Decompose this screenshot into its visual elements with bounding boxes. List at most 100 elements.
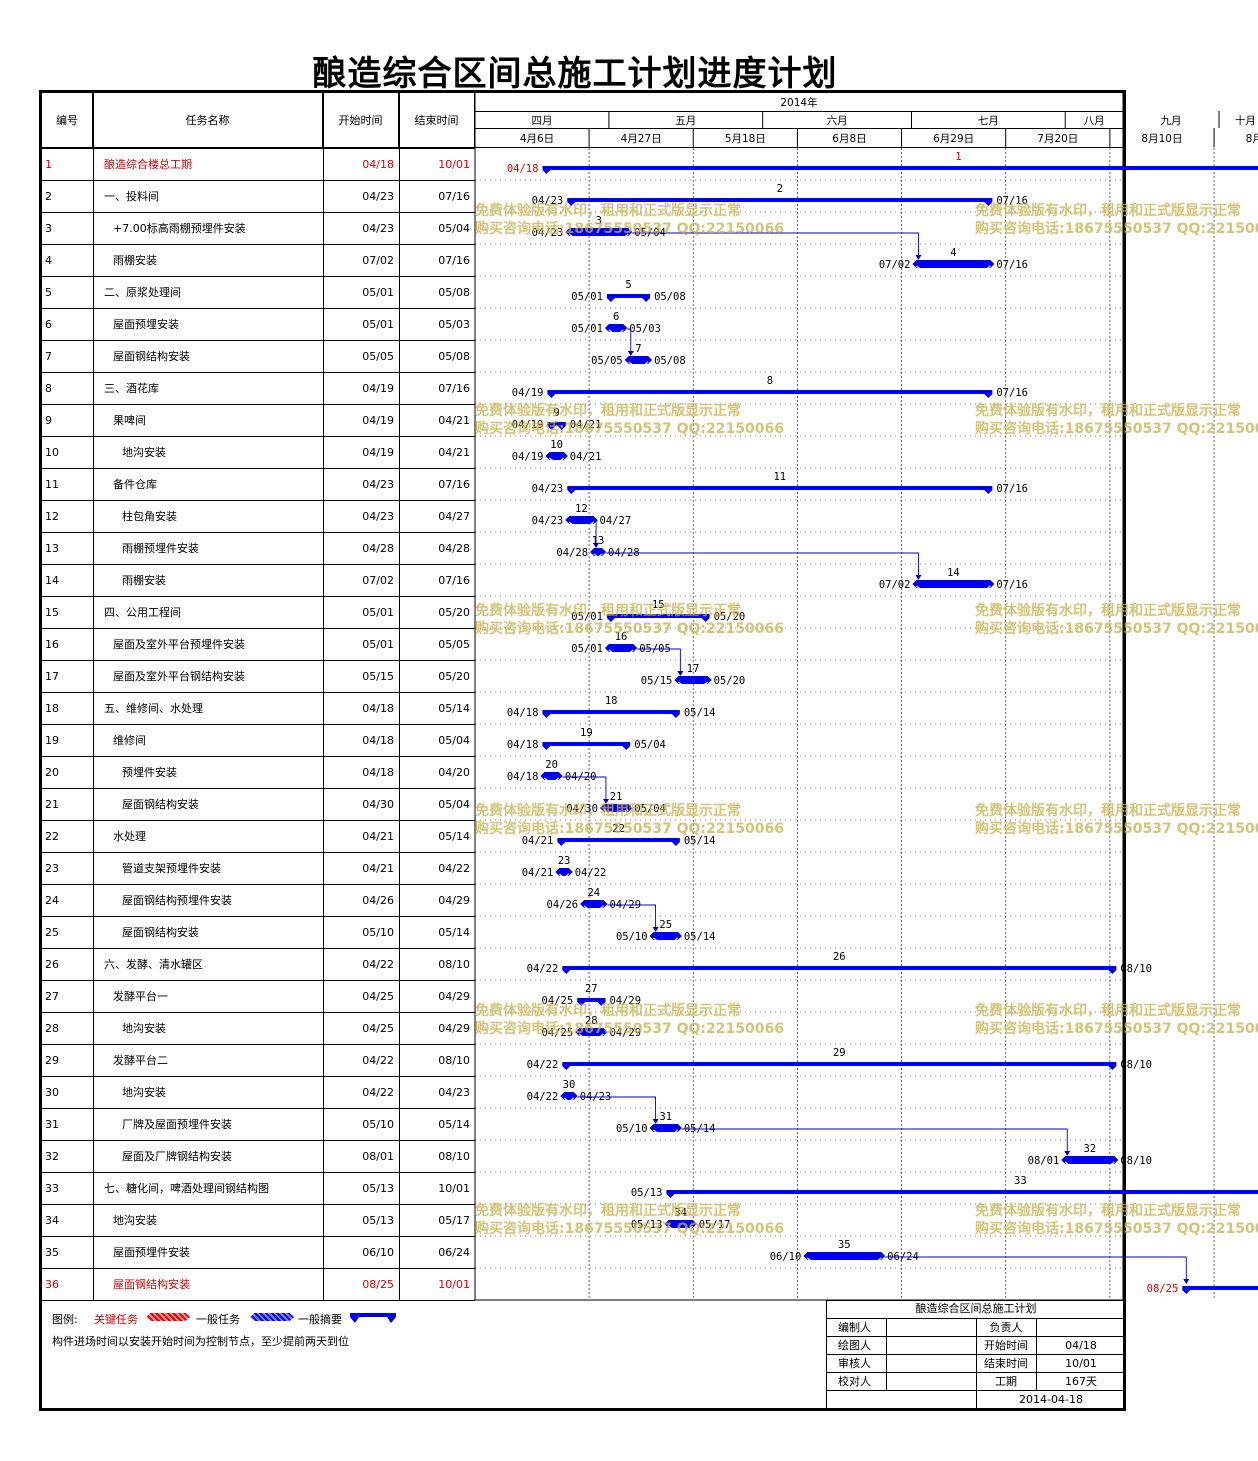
week-label: 7月20日: [1037, 133, 1078, 145]
month-label: 五月: [675, 115, 696, 127]
bar-id-label: 29: [833, 1047, 846, 1059]
task-id: 25: [45, 926, 59, 939]
bar-start-label: 04/23: [532, 515, 564, 527]
table-row: 25 屋面钢结构安装 05/10 05/14: [42, 916, 475, 948]
task-id: 3: [45, 222, 52, 235]
table-row: 1 酿造综合楼总工期 04/18 10/01: [42, 148, 475, 180]
bar-start-label: 05/10: [616, 1123, 648, 1135]
summary-bar: [606, 614, 710, 622]
task-start: 04/18: [362, 702, 394, 715]
task-name: 厂牌及屋面预埋件安装: [122, 1118, 232, 1131]
summary-bar: [606, 294, 651, 302]
watermark-text: 购买咨询电话:18675550537 QQ:22150066: [975, 821, 1258, 837]
month-label: 八月: [1084, 115, 1105, 127]
task-name: 屋面钢结构安装: [122, 798, 199, 811]
task-bar-notch: [622, 809, 629, 815]
task-id: 17: [45, 670, 59, 683]
month-label: 四月: [531, 115, 552, 127]
watermark-text: 购买咨询电话:18675550537 QQ:22150066: [475, 421, 784, 437]
task-end: 07/16: [438, 478, 470, 491]
legend-note: 构件进场时间以安装开始时间为控制节点，至少提前两天到位: [52, 1335, 349, 1348]
task-start: 04/21: [362, 862, 394, 875]
task-id: 20: [45, 766, 59, 779]
dependency-link: [885, 1256, 1187, 1282]
bar-end-label: 05/04: [634, 739, 666, 751]
bar-id-label: 12: [575, 503, 588, 515]
table-row: 15 四、公用工程间 05/01 05/20: [42, 596, 475, 628]
critical-bar: [1182, 1286, 1258, 1294]
table-bottom-line: [42, 1300, 475, 1301]
task-bar-notch: [553, 777, 560, 783]
bar-id-label: 13: [592, 535, 605, 547]
task-name: 预埋件安装: [122, 766, 177, 779]
bar-start-label: 04/21: [522, 867, 554, 879]
task-end: 04/29: [438, 1022, 470, 1035]
task-end: 05/03: [438, 318, 470, 331]
task-name: 地沟安装: [113, 1214, 157, 1227]
task-id: 4: [45, 254, 52, 267]
task-end: 05/20: [438, 670, 470, 683]
task-bar: [590, 548, 607, 556]
bar-id-label: 28: [585, 1015, 598, 1027]
watermark-text: 免费体验版有水印，租用和正式版显示正常: [975, 603, 1241, 619]
task-end: 07/16: [438, 254, 470, 267]
bar-end-label: 05/20: [714, 611, 746, 623]
bar-id-label: 7: [635, 343, 641, 355]
task-bar-notch: [1108, 1161, 1115, 1167]
task-bar-notch: [598, 1033, 604, 1039]
week-label: 4月6日: [520, 133, 554, 145]
summary-bar: [557, 838, 680, 846]
month-label: 七月: [978, 115, 999, 127]
task-end: 04/21: [438, 446, 470, 459]
bar-end-label: 05/14: [684, 707, 716, 719]
task-bar-notch: [916, 265, 922, 271]
task-name: 屋面及厂牌钢结构安装: [122, 1150, 232, 1163]
task-id: 35: [45, 1246, 59, 1259]
watermark-text: 免费体验版有水印，租用和正式版显示正常: [975, 403, 1241, 419]
bar-end-label: 04/29: [609, 995, 641, 1007]
watermark-text: 购买咨询电话:18675550537 QQ:22150066: [475, 221, 784, 237]
task-bar-notch: [627, 649, 634, 655]
table-row: 14 雨棚安装 07/02 07/16: [42, 564, 475, 596]
bar-start-label: 04/25: [542, 1027, 574, 1039]
header-id: 编号: [42, 93, 93, 148]
summary-bar: [666, 1190, 1258, 1198]
task-bar-notch: [588, 521, 594, 527]
bar-start-label: 04/19: [512, 419, 544, 431]
task-bar-notch: [596, 553, 603, 559]
task-end: 04/23: [438, 1086, 470, 1099]
dependency-arrowhead: [627, 351, 634, 356]
watermark-text: 购买咨询电话:18675550537 QQ:22150066: [475, 821, 784, 837]
critical-bar: [542, 166, 1258, 174]
watermark-text: 免费体验版有水印，租用和正式版显示正常: [975, 1203, 1241, 1219]
task-start: 04/18: [362, 766, 394, 779]
dependency-arrowhead: [677, 671, 684, 676]
table-row: 6 屋面预埋安装 05/01 05/03: [42, 308, 475, 340]
week-label: 6月29日: [933, 133, 974, 145]
task-end: 04/21: [438, 414, 470, 427]
task-bar: [649, 1124, 682, 1132]
summary-bar: [567, 486, 993, 494]
year-label: 2014年: [780, 96, 817, 109]
bar-end-label: 07/16: [996, 483, 1028, 495]
task-end: 10/01: [438, 158, 470, 171]
bar-start-label: 05/05: [591, 355, 623, 367]
bar-end-label: 04/21: [570, 419, 602, 431]
bar-end-label: 04/21: [570, 451, 602, 463]
legend-label: 图例:: [52, 1313, 78, 1326]
legend: 图例: 关键任务 一般任务 一般摘要 构件进场时间以安装开始时间为控制节点，至少…: [52, 1311, 396, 1349]
compiler-label: 编制人: [838, 1321, 871, 1334]
task-name: 屋面钢结构安装: [113, 1278, 190, 1291]
dependency-link: [627, 328, 632, 354]
task-name: 四、公用工程间: [104, 606, 181, 619]
task-name: 水处理: [113, 830, 146, 843]
task-end: 04/27: [438, 510, 470, 523]
task-start: 04/22: [362, 1086, 394, 1099]
task-bar: [575, 1028, 608, 1036]
task-end: 05/04: [438, 222, 470, 235]
column-divider: [93, 93, 94, 1300]
task-start: 04/22: [362, 958, 394, 971]
page-title: 酿造综合区间总施工计划进度计划: [312, 54, 838, 94]
bar-id-label: 11: [773, 471, 786, 483]
task-bar: [565, 228, 633, 236]
